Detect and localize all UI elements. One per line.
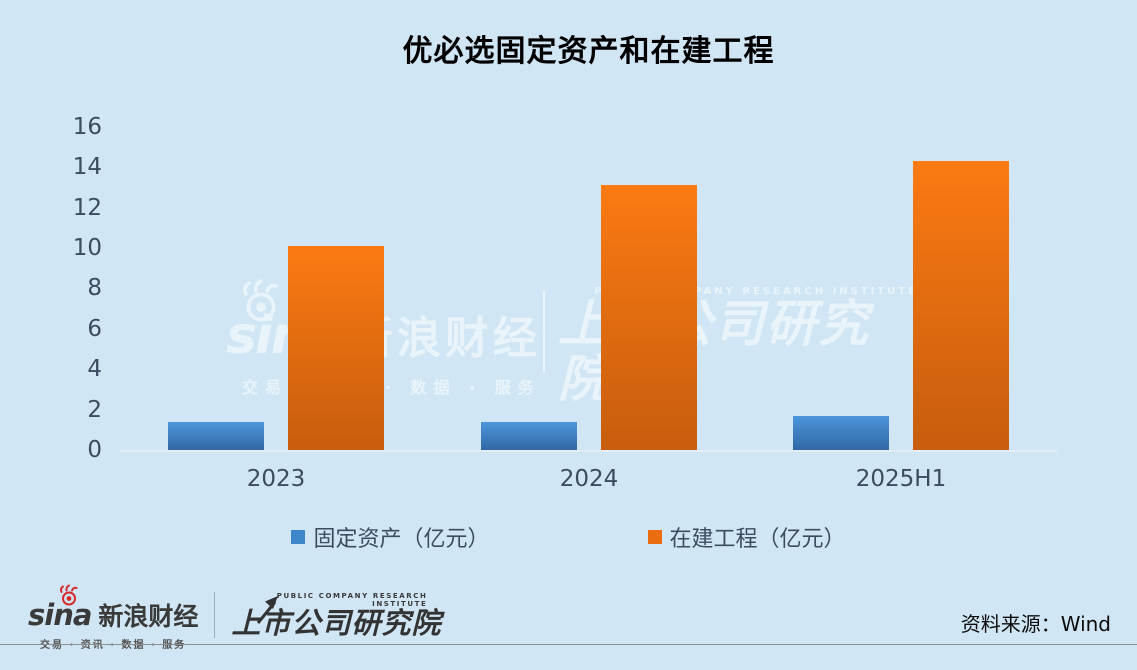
y-axis-tick-12: 12	[72, 194, 102, 221]
sina-eye-icon	[60, 584, 78, 606]
sina-finance-name: 新浪财经	[98, 602, 199, 631]
sina-eye-watermark-icon	[243, 279, 278, 322]
legend-label-fixed-assets: 固定资产（亿元）	[313, 527, 490, 552]
bar-construction-in-progress-2025H1	[913, 161, 1009, 450]
x-axis-line	[120, 450, 1057, 452]
footer-brand: sina 新浪财经 交易 · 资讯 · 数据 · 服务 PUBLIC COMPA…	[28, 584, 441, 651]
y-axis-tick-4: 4	[87, 356, 102, 383]
bar-fixed-assets-2024	[481, 422, 577, 450]
legend-label-construction-in-progress: 在建工程（亿元）	[669, 527, 846, 552]
legend-swatch-construction-in-progress	[647, 530, 662, 544]
bar-fixed-assets-2025H1	[793, 416, 889, 450]
institute-name-en: PUBLIC COMPANY RESEARCH INSTITUTE	[276, 592, 428, 608]
arrow-icon	[257, 596, 279, 624]
page-title: 优必选固定资产和在建工程	[402, 34, 775, 69]
y-axis-tick-16: 16	[72, 113, 102, 140]
legend: 固定资产（亿元） 在建工程（亿元）	[0, 521, 1137, 553]
y-axis-tick-6: 6	[87, 315, 102, 342]
y-axis-tick-14: 14	[72, 154, 102, 181]
y-axis-tick-10: 10	[72, 235, 102, 261]
watermark-divider	[543, 290, 545, 372]
x-axis-label-2025H1: 2025H1	[855, 466, 947, 492]
bar-construction-in-progress-2024	[601, 185, 697, 450]
x-axis-label-2023: 2023	[246, 466, 306, 492]
x-axis-label-2024: 2024	[559, 466, 619, 492]
legend-swatch-fixed-assets	[291, 530, 306, 544]
institute-logo: PUBLIC COMPANY RESEARCH INSTITUTE 上市公司研究…	[231, 584, 441, 638]
y-axis-tick-0: 0	[87, 437, 102, 463]
y-axis-tick-2: 2	[87, 396, 102, 423]
y-axis-tick-8: 8	[87, 275, 102, 302]
sina-wordmark: sina	[28, 598, 92, 632]
data-source-note: 资料来源：Wind	[960, 612, 1111, 636]
footer-rule	[0, 644, 1137, 645]
footer-logo-divider	[214, 592, 216, 638]
legend-item-fixed-assets: 固定资产（亿元）	[291, 521, 490, 553]
bar-fixed-assets-2023	[168, 422, 264, 450]
sina-finance-logo: sina 新浪财经 交易 · 资讯 · 数据 · 服务	[28, 584, 198, 651]
legend-item-construction-in-progress: 在建工程（亿元）	[647, 521, 846, 553]
bar-construction-in-progress-2023	[288, 246, 384, 450]
sina-tagline: 交易 · 资讯 · 数据 · 服务	[40, 640, 187, 651]
